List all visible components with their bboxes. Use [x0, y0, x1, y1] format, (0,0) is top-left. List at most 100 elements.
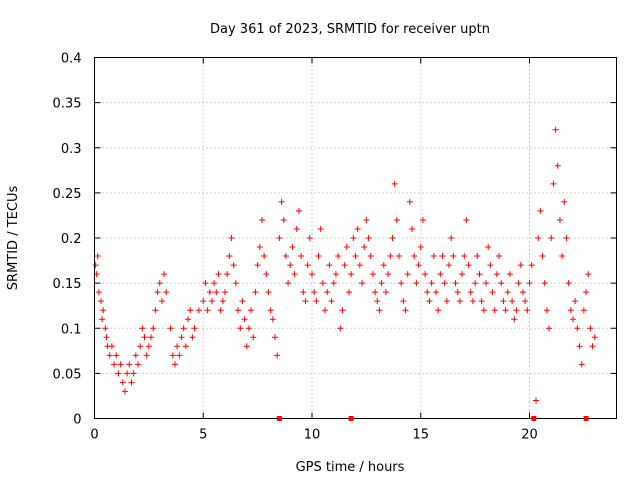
data-point: [513, 307, 520, 314]
data-point: [182, 343, 189, 350]
data-point: [541, 280, 548, 287]
data-point: [213, 289, 220, 296]
data-point: [574, 325, 581, 332]
data-point: [315, 253, 322, 260]
y-tick-label: 0.05: [53, 367, 82, 382]
data-point: [137, 343, 144, 350]
data-point: [287, 262, 294, 269]
y-tick-label: 0.4: [61, 52, 82, 67]
data-point: [94, 253, 101, 260]
data-point: [211, 280, 218, 287]
axis-ticks: 0 5 10 15 20 0 0.05 0.1 0.15 0.2 0.25 0.3 0.35 0.4: [53, 52, 617, 443]
data-point: [376, 307, 383, 314]
data-point: [339, 307, 346, 314]
data-point: [441, 280, 448, 287]
data-point: [369, 271, 376, 278]
data-point: [189, 334, 196, 341]
data-point: [393, 216, 400, 223]
data-point: [230, 262, 237, 269]
data-point: [215, 271, 222, 278]
data-point: [232, 280, 239, 287]
data-point: [415, 262, 422, 269]
zero-marker: [348, 416, 354, 421]
data-point: [350, 235, 357, 241]
data-point: [550, 180, 557, 187]
data-point: [274, 352, 281, 359]
data-point: [461, 253, 468, 260]
data-point: [533, 397, 540, 404]
data-point: [156, 280, 163, 287]
data-point: [537, 207, 544, 214]
data-point: [154, 289, 161, 296]
y-tick-label: 0.25: [53, 187, 82, 202]
data-point: [282, 253, 289, 260]
data-point: [208, 298, 215, 305]
data-point: [121, 388, 128, 395]
data-point: [124, 370, 131, 377]
data-point: [139, 325, 146, 332]
data-points: [92, 126, 598, 421]
data-point: [280, 216, 287, 223]
data-point: [402, 307, 409, 314]
data-point: [276, 235, 283, 241]
y-tick-label: 0.1: [61, 322, 82, 337]
data-point: [115, 370, 122, 377]
data-point: [367, 253, 374, 260]
data-point: [483, 280, 489, 287]
data-point: [522, 298, 529, 305]
data-point: [359, 280, 366, 287]
data-point: [119, 379, 126, 386]
data-point: [374, 298, 381, 305]
data-point: [365, 235, 372, 241]
data-point: [245, 325, 252, 332]
data-point: [222, 289, 228, 296]
data-point: [217, 307, 224, 314]
data-point: [161, 271, 168, 278]
data-point: [539, 253, 546, 260]
data-point: [524, 307, 531, 314]
data-point: [202, 280, 209, 287]
data-point: [496, 253, 503, 260]
data-point: [391, 180, 398, 187]
data-point: [504, 289, 511, 296]
data-point: [224, 271, 231, 278]
data-point: [163, 289, 170, 296]
data-point: [372, 289, 379, 296]
data-point: [404, 271, 411, 278]
data-point: [417, 244, 424, 251]
data-point: [98, 298, 105, 305]
data-point: [174, 343, 181, 350]
data-point: [509, 298, 516, 305]
data-point: [243, 343, 250, 350]
data-point: [567, 307, 574, 314]
data-point: [430, 253, 437, 260]
data-point: [591, 334, 598, 341]
data-point: [489, 289, 496, 296]
data-point: [204, 307, 211, 314]
data-point: [506, 271, 513, 278]
data-point: [169, 352, 176, 359]
data-point: [252, 289, 259, 296]
data-point: [548, 235, 555, 241]
y-tick-label: 0.3: [61, 142, 82, 157]
data-point: [309, 271, 315, 278]
data-point: [272, 334, 279, 341]
data-point: [413, 280, 420, 287]
data-point: [326, 262, 333, 269]
data-point: [285, 280, 292, 287]
data-point: [330, 280, 337, 287]
data-point: [382, 289, 389, 296]
data-point: [463, 216, 470, 223]
data-point: [432, 289, 439, 296]
data-point: [158, 298, 165, 305]
data-point: [511, 316, 518, 323]
data-point: [106, 352, 113, 359]
data-point: [589, 343, 596, 350]
data-point: [167, 325, 174, 332]
data-point: [576, 343, 583, 350]
data-point: [304, 262, 311, 269]
y-tick-label: 0: [73, 413, 81, 428]
data-point: [561, 198, 568, 205]
data-point: [148, 334, 155, 341]
